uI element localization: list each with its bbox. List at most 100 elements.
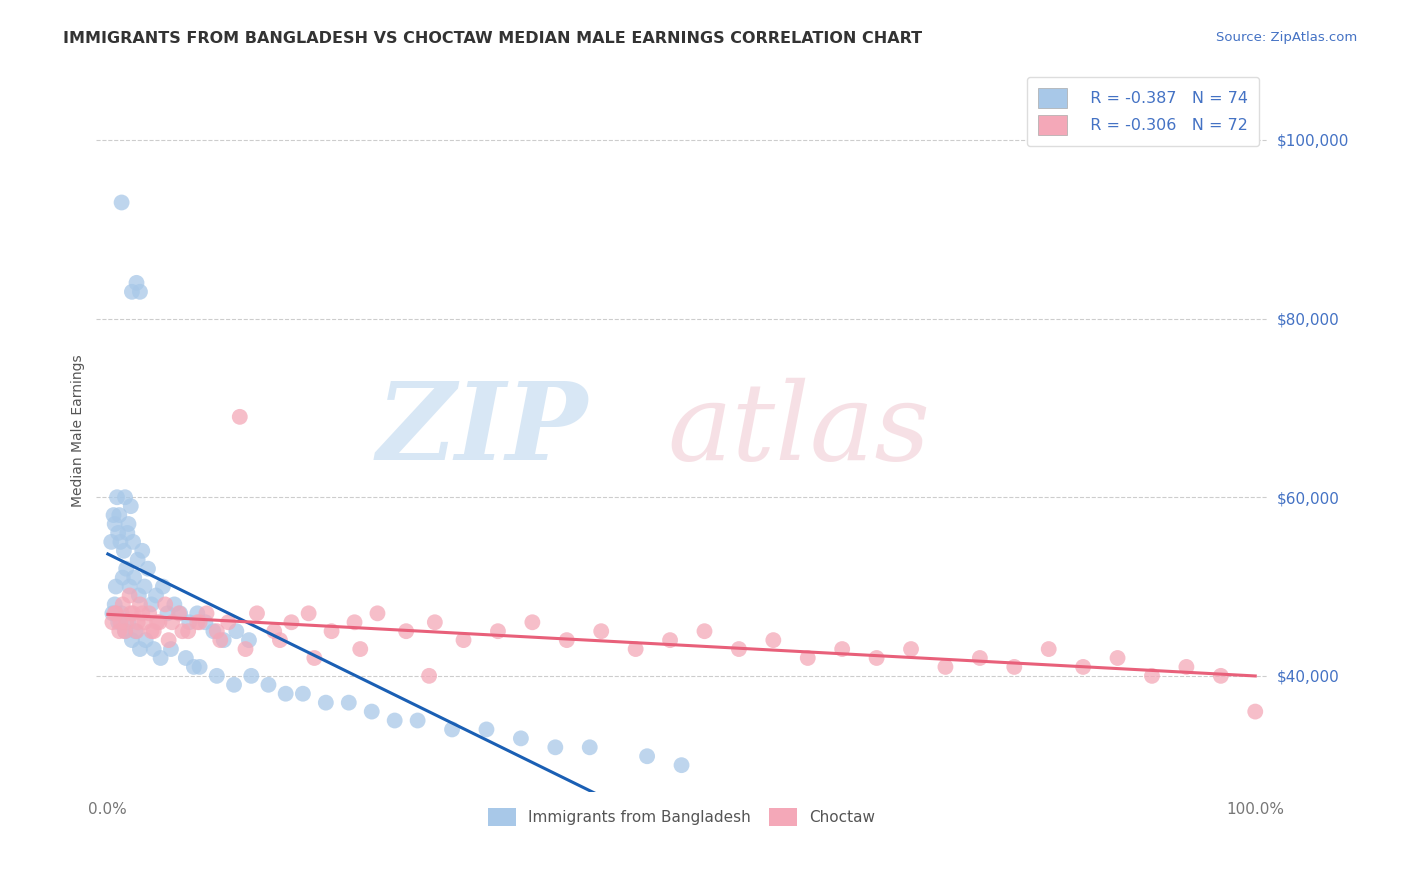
Point xyxy=(124,624,146,639)
Point xyxy=(153,598,176,612)
Point xyxy=(134,615,156,630)
Point xyxy=(125,624,148,639)
Point xyxy=(104,516,127,531)
Point xyxy=(111,598,134,612)
Point xyxy=(453,633,475,648)
Point xyxy=(238,633,260,648)
Legend: Immigrants from Bangladesh, Choctaw: Immigrants from Bangladesh, Choctaw xyxy=(479,799,884,835)
Point xyxy=(117,615,139,630)
Point xyxy=(291,687,314,701)
Point xyxy=(225,624,247,639)
Point xyxy=(229,409,252,424)
Point xyxy=(865,651,887,665)
Point xyxy=(179,615,201,630)
Point xyxy=(797,651,820,665)
Point xyxy=(900,642,922,657)
Point xyxy=(104,598,127,612)
Point xyxy=(360,705,382,719)
Point xyxy=(217,615,239,630)
Point xyxy=(114,490,136,504)
Point xyxy=(129,285,152,299)
Point xyxy=(693,624,716,639)
Point xyxy=(146,615,169,630)
Point xyxy=(423,615,446,630)
Point xyxy=(131,544,153,558)
Point xyxy=(544,740,567,755)
Point xyxy=(149,651,172,665)
Text: Source: ZipAtlas.com: Source: ZipAtlas.com xyxy=(1216,31,1357,45)
Point xyxy=(257,678,280,692)
Point xyxy=(122,571,145,585)
Point xyxy=(142,642,165,657)
Point xyxy=(107,615,129,630)
Point xyxy=(406,714,429,728)
Point xyxy=(110,607,132,621)
Point xyxy=(167,607,190,621)
Point xyxy=(298,607,321,621)
Point xyxy=(263,624,285,639)
Point xyxy=(101,607,124,621)
Point xyxy=(128,589,150,603)
Point xyxy=(104,607,127,621)
Point xyxy=(578,740,600,755)
Point xyxy=(762,633,785,648)
Point xyxy=(122,534,145,549)
Point xyxy=(118,580,141,594)
Point xyxy=(274,687,297,701)
Point xyxy=(141,624,163,639)
Point xyxy=(315,696,337,710)
Point xyxy=(486,624,509,639)
Point xyxy=(366,607,388,621)
Point xyxy=(105,490,128,504)
Point xyxy=(205,669,228,683)
Point xyxy=(135,633,157,648)
Point xyxy=(104,580,127,594)
Point xyxy=(120,607,142,621)
Point xyxy=(475,723,498,737)
Point xyxy=(110,615,132,630)
Point xyxy=(194,615,217,630)
Point xyxy=(188,615,211,630)
Point xyxy=(1038,642,1060,657)
Point xyxy=(202,624,225,639)
Point xyxy=(108,624,131,639)
Point xyxy=(115,615,138,630)
Point xyxy=(1209,669,1232,683)
Point xyxy=(1244,705,1267,719)
Point xyxy=(117,525,139,540)
Y-axis label: Median Male Earnings: Median Male Earnings xyxy=(72,354,86,507)
Point xyxy=(157,633,180,648)
Point xyxy=(172,624,194,639)
Text: ZIP: ZIP xyxy=(377,377,588,483)
Point xyxy=(195,607,218,621)
Point xyxy=(186,607,208,621)
Point xyxy=(101,615,124,630)
Point xyxy=(114,624,136,639)
Point xyxy=(125,276,148,290)
Point xyxy=(671,758,693,772)
Point xyxy=(142,624,165,639)
Point xyxy=(1140,669,1163,683)
Point xyxy=(183,660,205,674)
Point xyxy=(418,669,440,683)
Point xyxy=(134,580,156,594)
Point xyxy=(160,615,183,630)
Point xyxy=(121,285,143,299)
Point xyxy=(112,544,135,558)
Point xyxy=(522,615,544,630)
Point xyxy=(269,633,291,648)
Point xyxy=(343,615,366,630)
Point xyxy=(104,607,127,621)
Point xyxy=(115,562,138,576)
Point xyxy=(145,589,167,603)
Point xyxy=(212,633,235,648)
Point xyxy=(235,642,257,657)
Point xyxy=(624,642,647,657)
Point xyxy=(188,660,211,674)
Point xyxy=(107,525,129,540)
Point xyxy=(118,589,141,603)
Point xyxy=(280,615,302,630)
Point xyxy=(141,598,163,612)
Point xyxy=(831,642,853,657)
Point xyxy=(934,660,956,674)
